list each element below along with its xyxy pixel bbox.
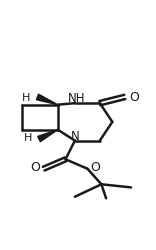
Text: O: O — [90, 162, 100, 174]
Text: NH: NH — [68, 92, 85, 105]
Text: O: O — [30, 162, 40, 174]
Text: O: O — [129, 91, 139, 104]
Polygon shape — [38, 130, 58, 142]
Text: H: H — [24, 133, 32, 143]
Text: N: N — [71, 130, 80, 143]
Polygon shape — [36, 94, 58, 105]
Text: H: H — [22, 93, 31, 103]
